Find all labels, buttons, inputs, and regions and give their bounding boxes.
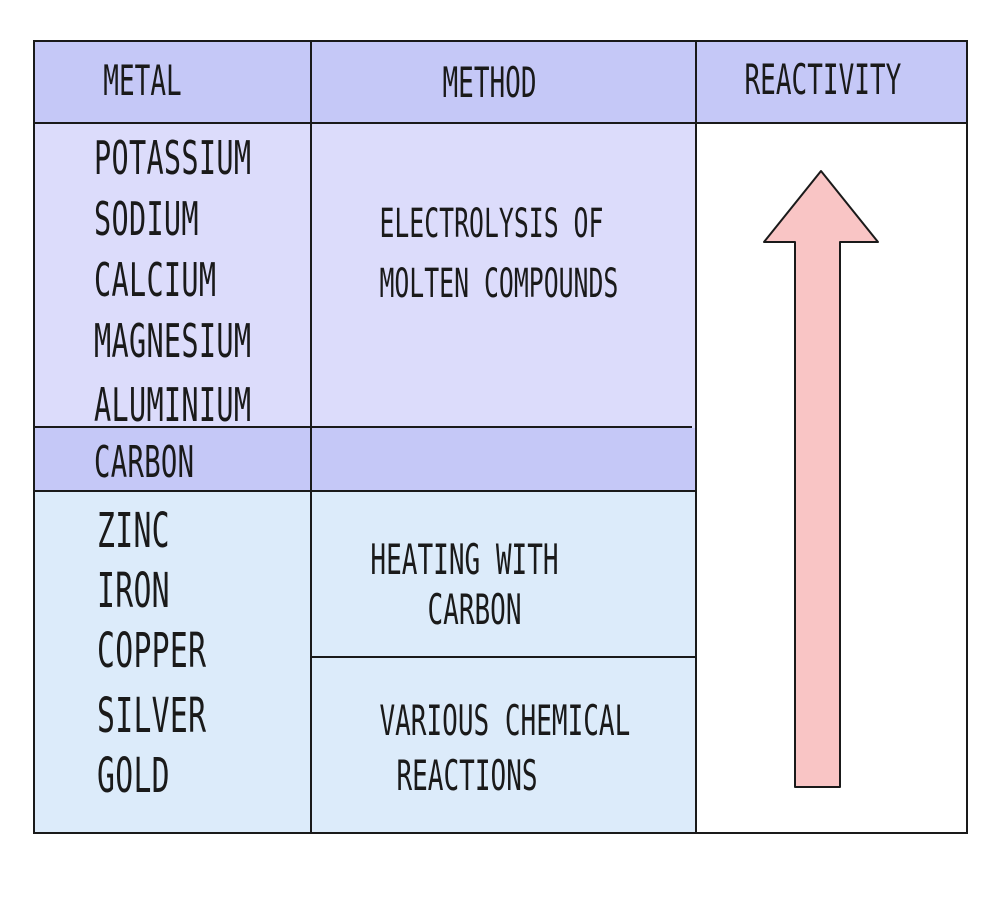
column-divider-1	[310, 40, 312, 834]
metal-label: SILVER	[97, 688, 207, 744]
method-bottom-divider	[312, 656, 696, 658]
carbon-metal-cell	[35, 428, 312, 491]
top-metals-cell	[35, 123, 312, 428]
table-border-top	[34, 40, 968, 42]
carbon-bottom-divider	[34, 490, 696, 492]
metal-label: CALCIUM	[94, 253, 217, 307]
method-electrolysis-line2: MOLTEN COMPOUNDS	[379, 261, 619, 307]
carbon-label: CARBON	[94, 437, 195, 488]
metal-label: POTASSIUM	[94, 131, 252, 185]
metal-label: COPPER	[97, 623, 207, 679]
table-border-left	[33, 40, 35, 834]
header-method-cell	[312, 41, 697, 123]
header-reactivity-cell	[697, 41, 967, 123]
various-cell	[312, 657, 697, 833]
header-method-label: METHOD	[442, 58, 537, 107]
metal-label: SODIUM	[94, 192, 199, 246]
heating-cell	[312, 491, 697, 657]
method-heating-line2: CARBON	[427, 585, 522, 634]
header-divider	[34, 122, 968, 124]
arrow-up-icon	[763, 170, 879, 788]
header-metal-cell	[35, 41, 312, 123]
column-divider-2	[695, 40, 697, 834]
table-border-bottom	[34, 832, 968, 834]
metal-label: MAGNESIUM	[94, 314, 252, 368]
method-heating-line1: HEATING WITH	[370, 535, 559, 584]
metal-label: ZINC	[97, 503, 170, 559]
method-various-line2: REACTIONS	[396, 751, 538, 800]
carbon-method-cell	[312, 428, 697, 491]
metal-label: ALUMINIUM	[94, 378, 252, 432]
bottom-metals-cell	[35, 491, 312, 833]
method-electrolysis-line1: ELECTROLYSIS OF	[379, 201, 604, 247]
electrolysis-cell	[312, 123, 695, 428]
metal-label: IRON	[97, 563, 170, 619]
carbon-top-divider	[34, 426, 692, 428]
method-various-line1: VARIOUS CHEMICAL	[379, 696, 631, 745]
header-metal-label: METAL	[103, 56, 182, 105]
header-reactivity-label: REACTIVITY	[744, 55, 902, 104]
table-border-right	[966, 40, 968, 834]
metal-label: GOLD	[97, 748, 170, 804]
